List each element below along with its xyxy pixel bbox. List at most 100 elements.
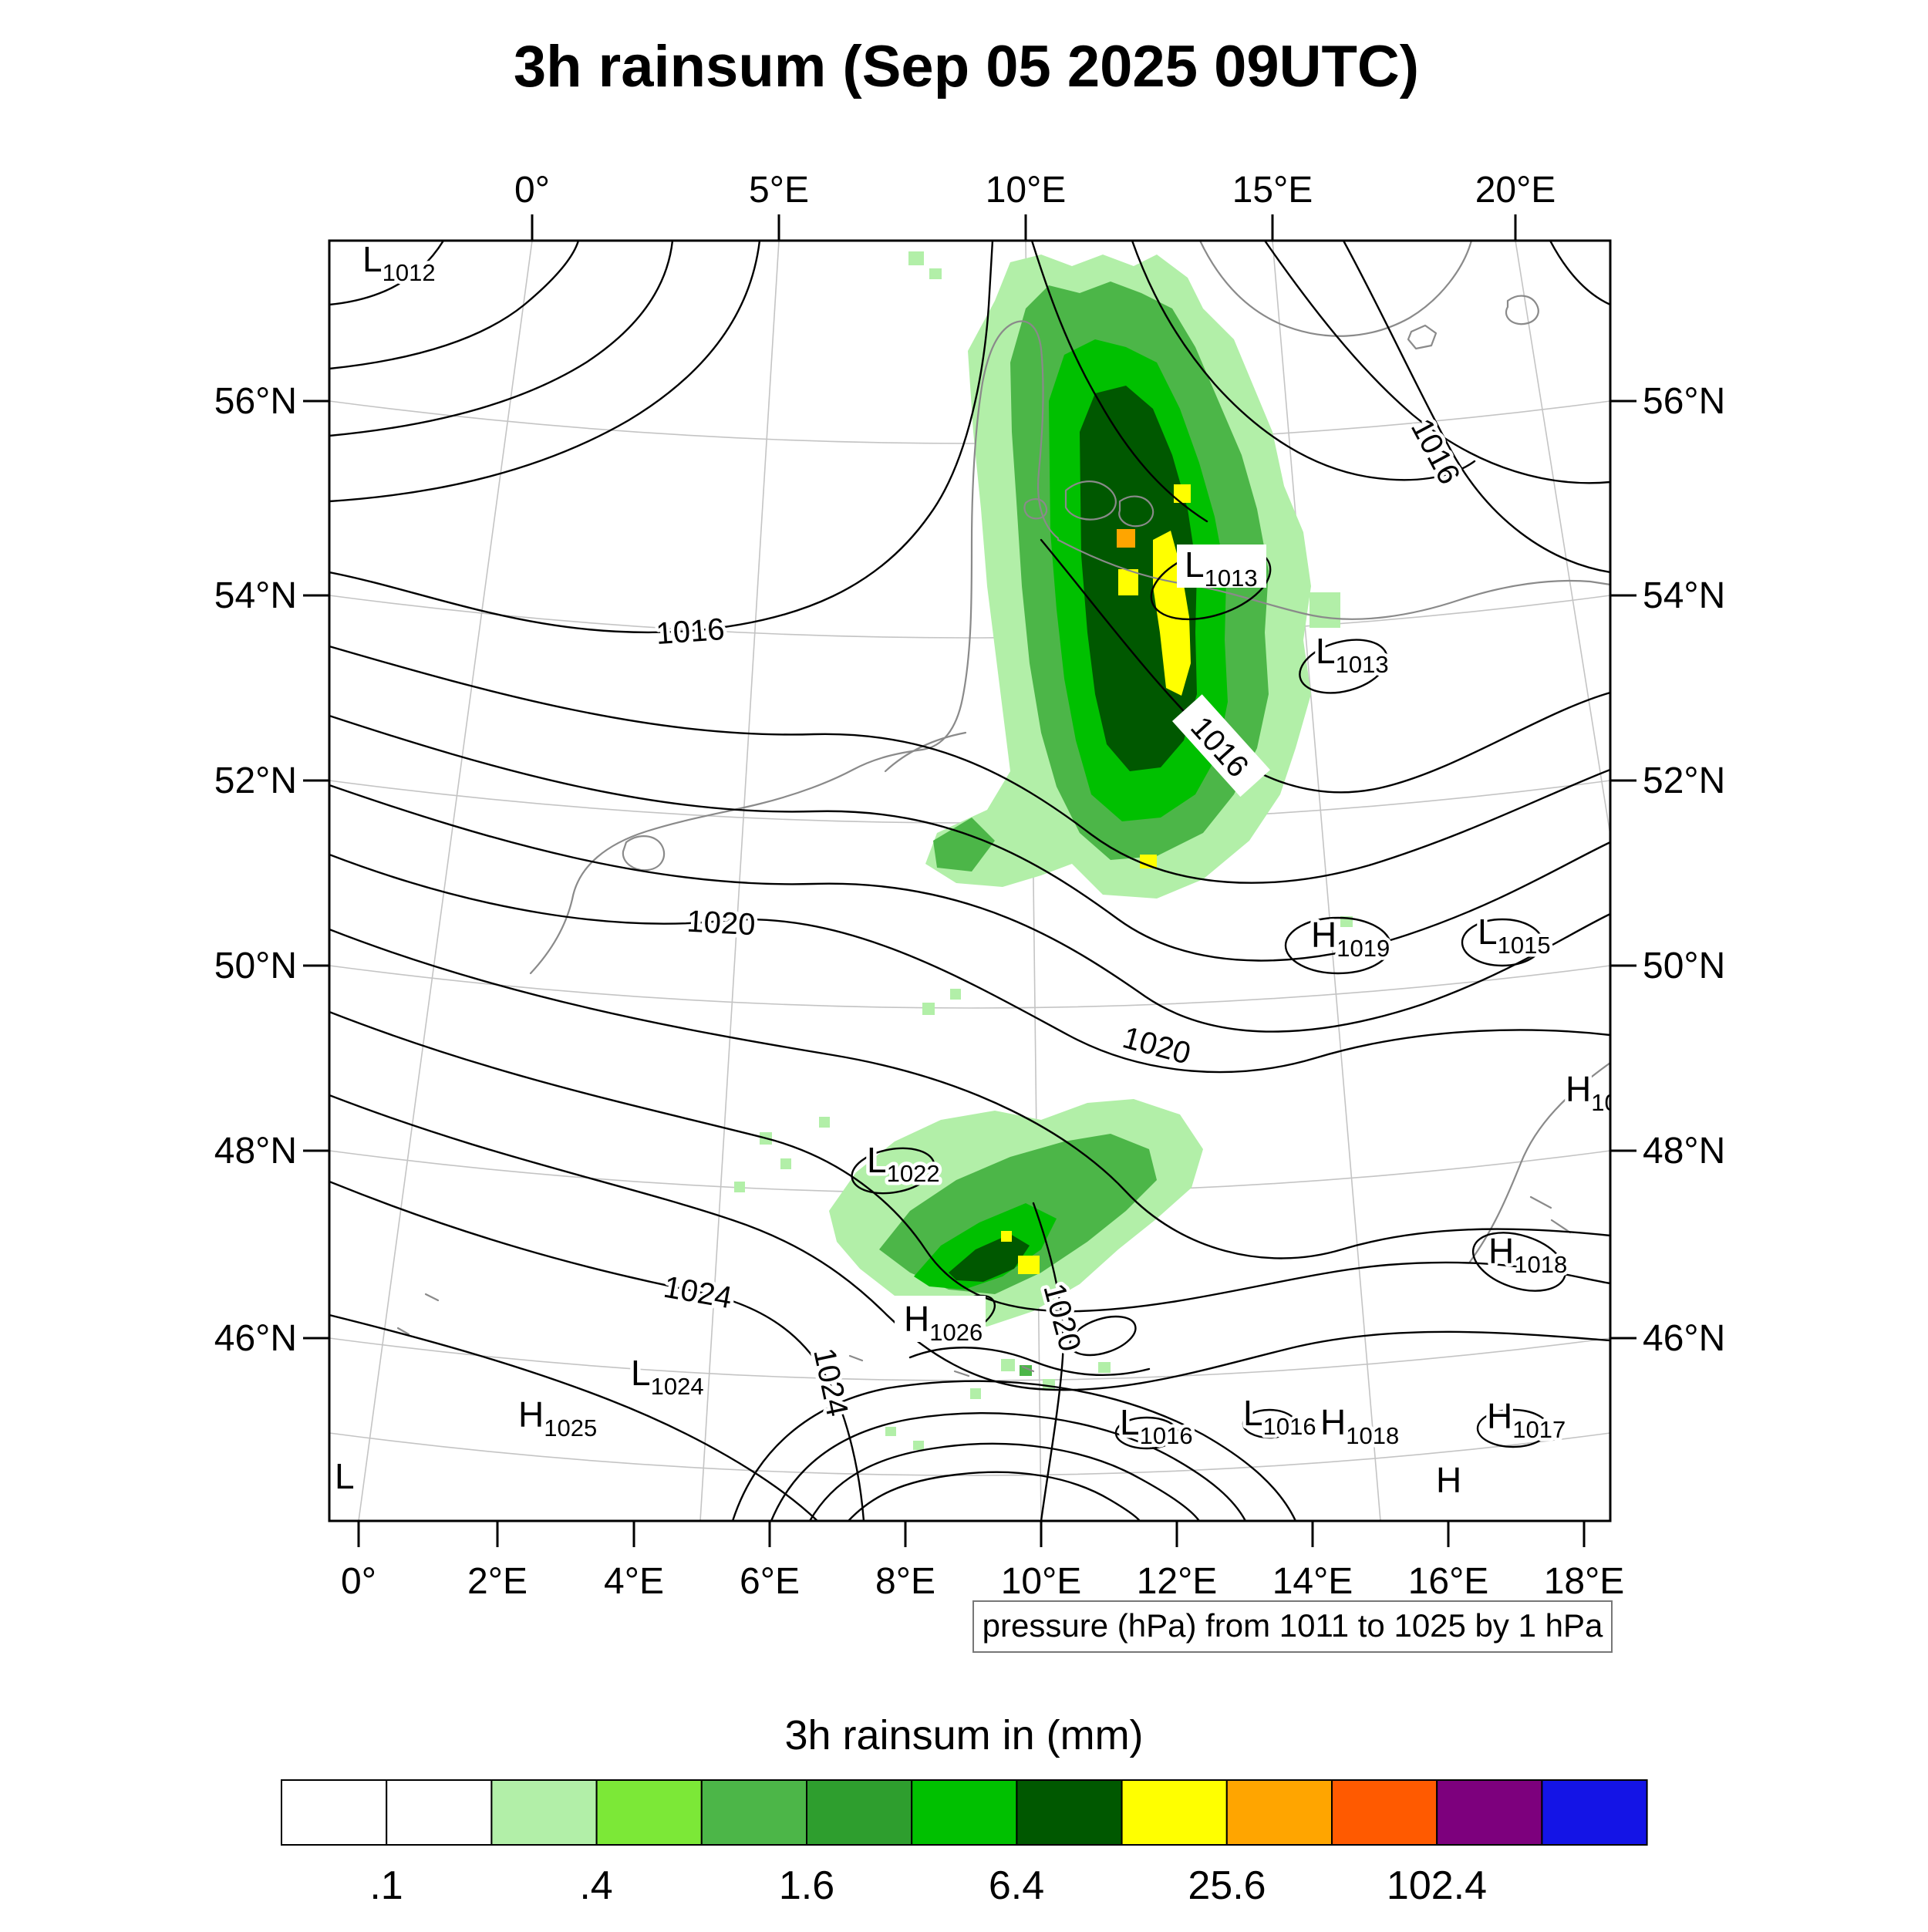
coastline-danish-isles <box>1023 480 1154 528</box>
isobar-contour <box>329 241 445 306</box>
coastline-baltic-south <box>1057 538 1610 620</box>
axis-label-bottom: 16°E <box>1408 1561 1489 1602</box>
pressure-center-label: H1025 <box>518 1394 597 1441</box>
map-frame <box>328 239 1612 1522</box>
colorbar-cell <box>1331 1779 1438 1846</box>
isobar-closed-contour <box>1471 1232 1567 1292</box>
axis-label-left: 46°N <box>214 1318 297 1359</box>
pressure-note-text: pressure (hPa) from 1011 to 1025 by 1 hP… <box>983 1607 1603 1644</box>
coastline-baltic-island <box>1407 324 1438 350</box>
rain-yellow-patch <box>1018 1256 1040 1274</box>
contour-label: 1024 <box>807 1345 854 1419</box>
pressure-center-labels: L1012 L1013 L1013 H1019 L1015 L1022 H10 … <box>332 239 1618 1504</box>
isobar-contour <box>1549 241 1610 306</box>
alpine-lakes <box>848 1354 1035 1377</box>
axis-label-left: 56°N <box>214 381 297 422</box>
label-box <box>895 1296 986 1342</box>
pressure-center-label: L1024 <box>631 1353 704 1400</box>
colorbar-cell <box>806 1779 913 1846</box>
contour-label-box <box>1172 694 1270 797</box>
isobar-contour <box>1030 241 1208 523</box>
pressure-center-label: H10 <box>1566 1069 1618 1116</box>
axis-label-right: 54°N <box>1643 575 1725 616</box>
isobar-contour <box>329 1180 865 1521</box>
axis-label-top: 10°E <box>986 170 1067 211</box>
pressure-center-label: L1022 <box>867 1140 940 1187</box>
parallel-line <box>329 780 1610 824</box>
colorbar-cell <box>1436 1779 1543 1846</box>
isobar-contour <box>847 1471 1141 1521</box>
rain-speck <box>1309 592 1340 628</box>
meridian-line <box>358 241 533 1521</box>
rain-yellow-patch <box>1118 569 1138 595</box>
isobar-contour <box>329 241 994 634</box>
pressure-center-label: H1026 <box>904 1299 983 1346</box>
axis-label-bottom: 6°E <box>740 1561 800 1602</box>
label-box <box>1177 545 1266 588</box>
parallel-line <box>329 965 1610 1009</box>
colorbar: 3h rainsum in (mm) .1 .4 1.6 6.4 25.6 10… <box>281 1712 1648 1908</box>
isobar-closed-contour <box>1284 916 1392 975</box>
colorbar-tick-label: 6.4 <box>989 1863 1044 1908</box>
axis-label-left: 54°N <box>214 575 297 616</box>
isobar-contour <box>329 645 1610 884</box>
pressure-center-label: L1013 <box>1316 631 1389 678</box>
isobar-closed-contour <box>1242 1408 1297 1439</box>
rain-speck <box>922 1003 935 1015</box>
isobar-contour <box>770 1412 1247 1521</box>
pressure-center-label: L1012 <box>362 239 436 286</box>
axis-label-bottom: 18°E <box>1544 1561 1625 1602</box>
axis-label-right: 48°N <box>1643 1131 1725 1172</box>
axis-label-bottom: 0° <box>341 1561 376 1602</box>
isobar-contour <box>329 784 1610 1033</box>
map-canvas: 1016 1016 1016 1020 1020 1024 1024 1020 … <box>329 239 1618 1521</box>
contour-label: 1016 <box>655 612 726 651</box>
rain-speck <box>913 1441 924 1450</box>
axis-label-left: 50°N <box>214 946 297 986</box>
coastline-adriatic <box>1468 1061 1610 1263</box>
pressure-note: pressure (hPa) from 1011 to 1025 by 1 hP… <box>972 1600 1613 1653</box>
coastline-fragment <box>396 1293 440 1336</box>
contour-label: 1016 <box>1404 413 1467 490</box>
isobar-contour <box>1032 1202 1064 1521</box>
pressure-center-label: H <box>1436 1460 1461 1500</box>
rain-speck <box>1098 1362 1111 1373</box>
rain-spur <box>933 818 995 872</box>
rain-area-south-core <box>949 1234 1030 1282</box>
rain-speck <box>950 989 961 1000</box>
isobars <box>329 241 1610 1521</box>
axis-label-right: 46°N <box>1643 1318 1725 1359</box>
isobar-contour <box>1263 241 1610 484</box>
pressure-center-label: L1016 <box>1120 1402 1193 1449</box>
colorbar-cell <box>911 1779 1018 1846</box>
isobar-contour <box>329 1313 819 1521</box>
isobar-contour <box>329 1010 1610 1313</box>
coastline-ijsselmeer <box>622 835 666 872</box>
rain-speck <box>908 251 924 265</box>
pressure-center-label: L <box>335 1456 355 1496</box>
colorbar-title: 3h rainsum in (mm) <box>784 1712 1143 1758</box>
isobar-contour <box>1040 538 1610 794</box>
axis-label-right: 56°N <box>1643 381 1725 422</box>
contour-label: 1020 <box>1119 1020 1194 1071</box>
colorbar-cell <box>595 1779 703 1846</box>
axis-label-bottom: 14°E <box>1272 1561 1353 1602</box>
colorbar-tick-label: 25.6 <box>1188 1863 1266 1908</box>
axis-label-bottom: 4°E <box>604 1561 664 1602</box>
pressure-center-label: H1019 <box>1311 915 1390 962</box>
rain-orange-patch <box>1117 529 1135 548</box>
isobar-contour <box>908 1347 1151 1377</box>
rain-speck <box>1001 1359 1015 1371</box>
pressure-center-label: L1013 <box>1185 545 1258 592</box>
isobar-closed-contour <box>851 1147 935 1195</box>
coastline-northsea-jutland <box>529 320 1060 975</box>
colorbar-cell <box>1016 1779 1123 1846</box>
coastline-elbe <box>884 731 967 773</box>
isobar-closed-contour <box>1069 1315 1137 1357</box>
axis-label-left: 48°N <box>214 1131 297 1172</box>
coastlines <box>396 241 1610 1377</box>
contour-label: 1020 <box>686 905 756 942</box>
axis-label-top: 15°E <box>1232 170 1313 211</box>
colorbar-cell <box>490 1779 598 1846</box>
